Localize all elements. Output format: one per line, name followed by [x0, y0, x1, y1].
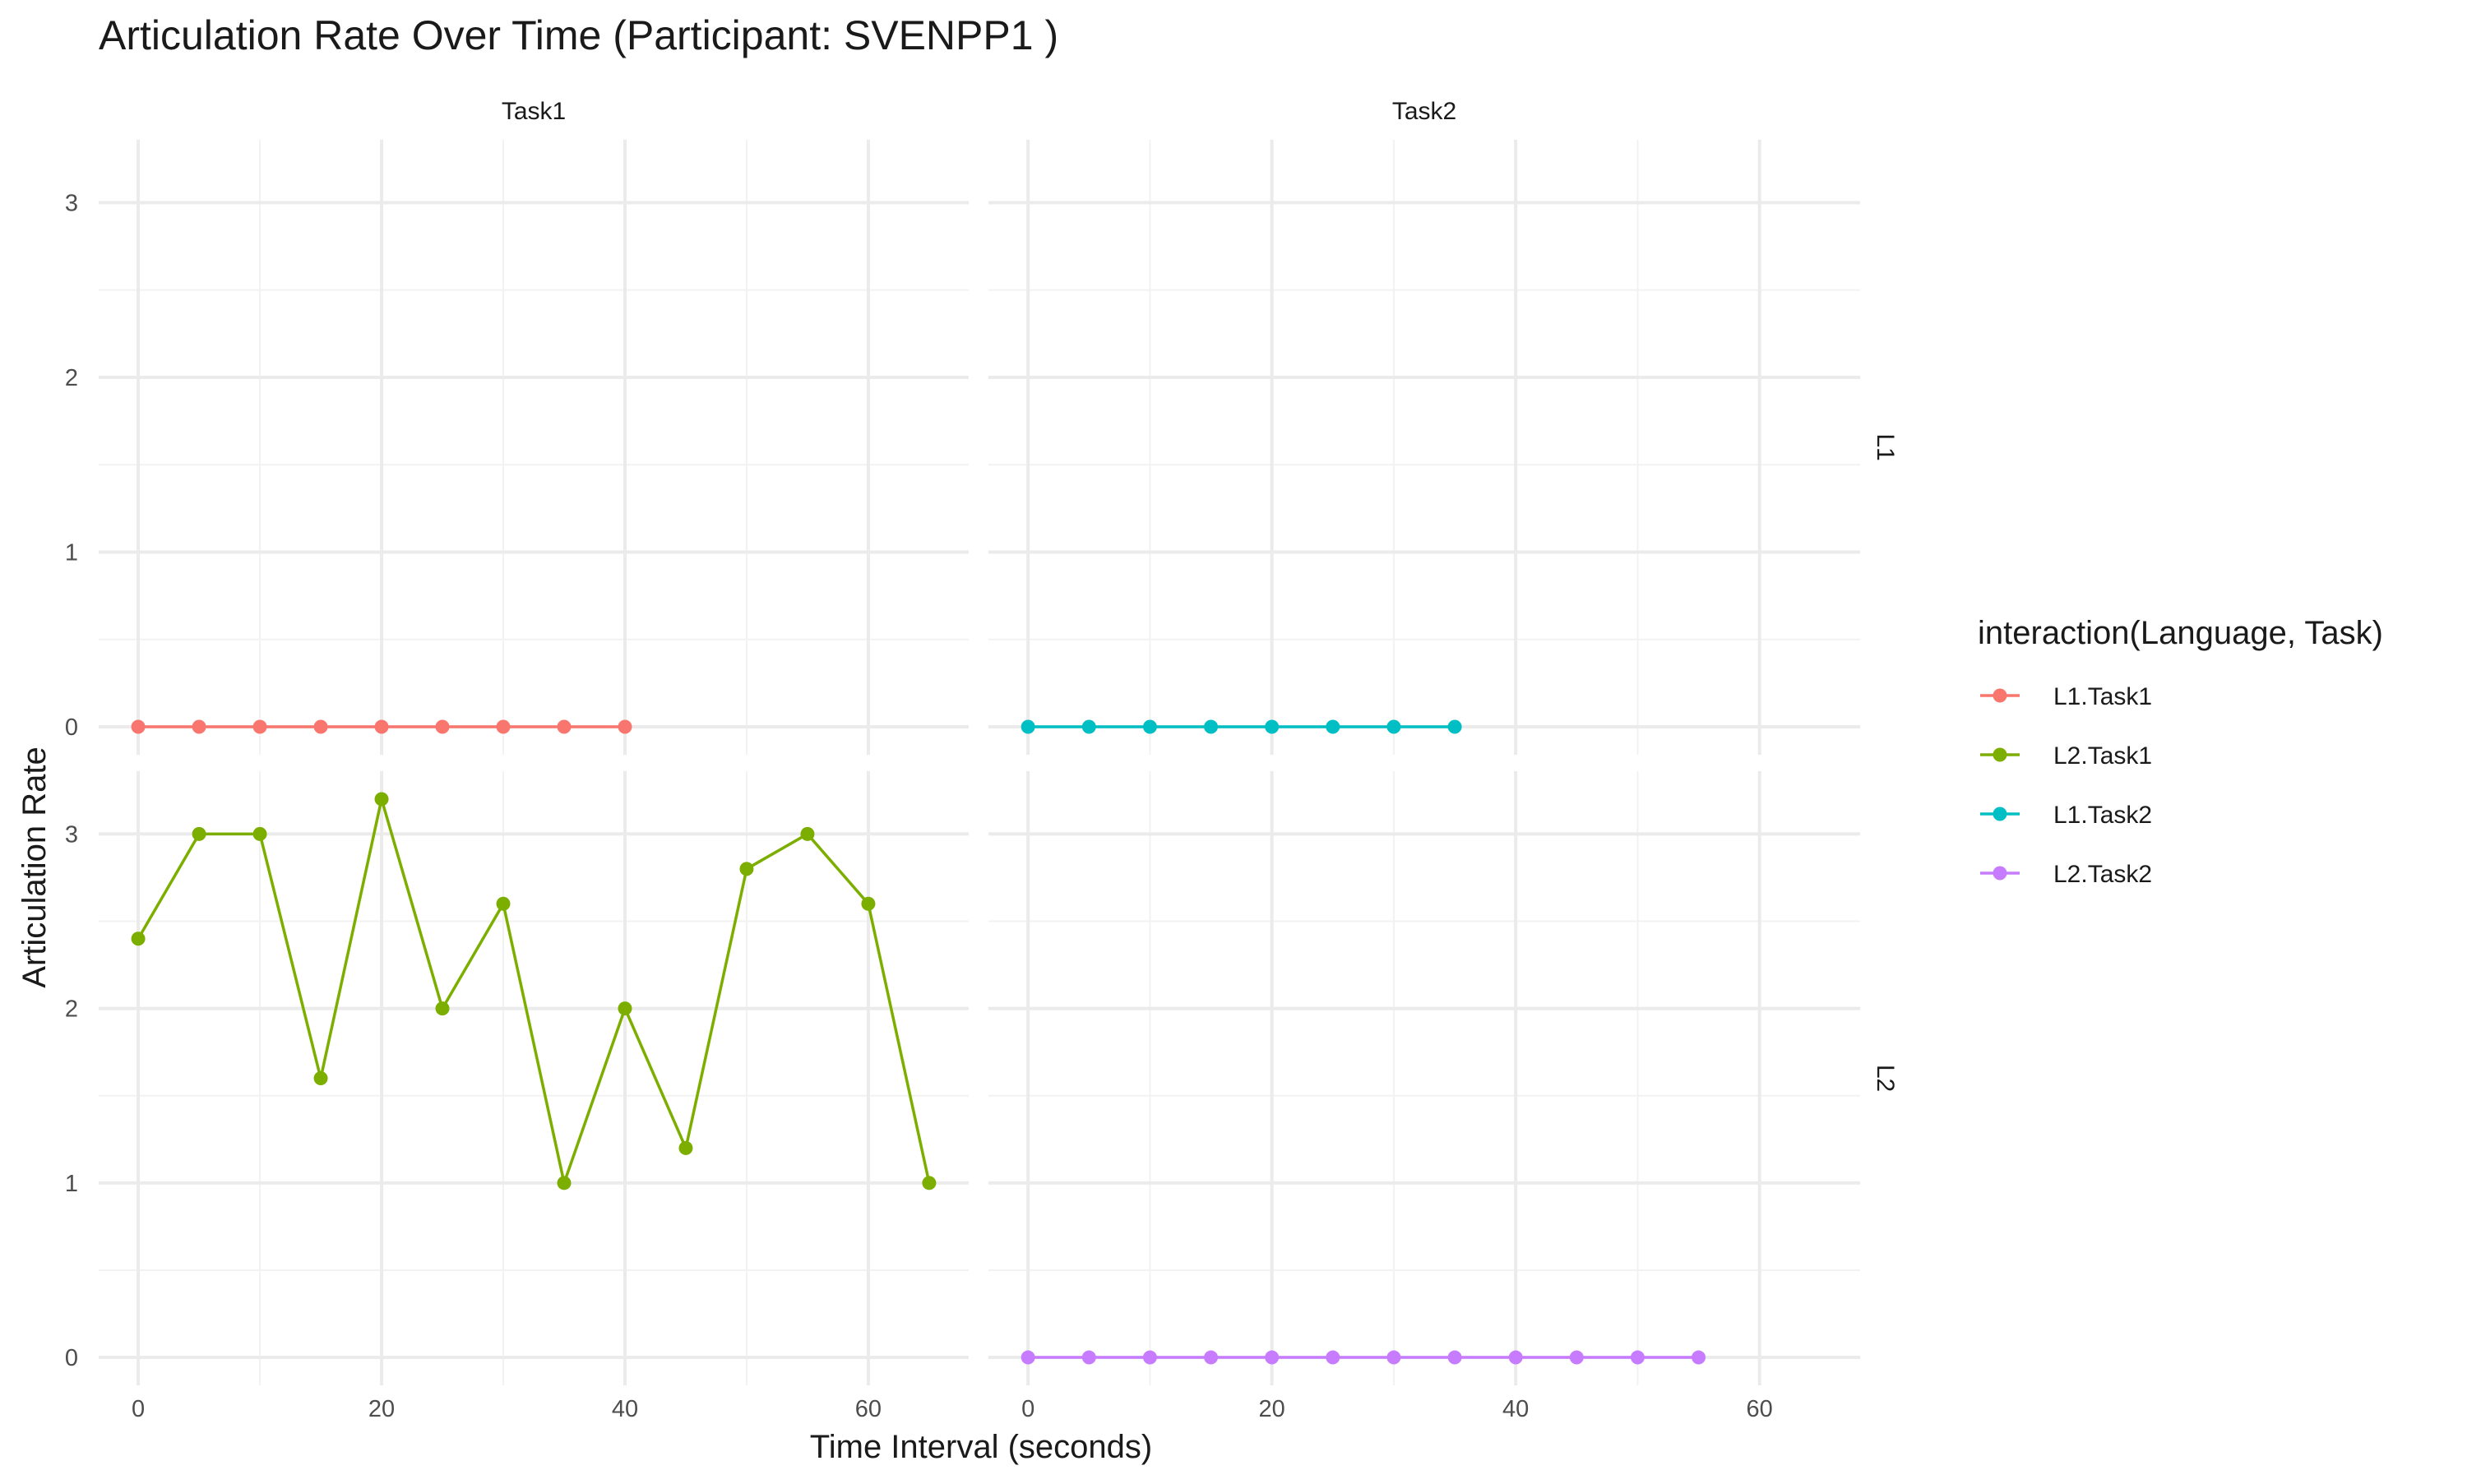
y-tick-label: 2: [65, 365, 78, 391]
facet-panels: Task1 Task2 L1 L2 0 1 2 3 0 1 2 3 0 20 40 60 0 20 40 60: [65, 98, 1899, 1422]
data-point-L2.Task1: [192, 826, 206, 841]
x-tick-label: 20: [1259, 1396, 1285, 1422]
x-tick-label: 60: [855, 1396, 882, 1422]
data-point-L2.Task2: [1569, 1350, 1584, 1365]
data-point-L2.Task1: [496, 896, 511, 911]
data-point-L1.Task1: [374, 719, 389, 734]
data-point-L2.Task2: [1447, 1350, 1462, 1365]
facet-column-label: Task1: [502, 98, 566, 125]
data-point-L1.Task1: [618, 719, 632, 734]
data-point-L2.Task2: [1265, 1350, 1280, 1365]
y-tick-label: 2: [65, 996, 78, 1023]
legend: interaction(Language, Task) L1.Task1 L2.T…: [1978, 615, 2383, 888]
y-tick-label: 0: [65, 1345, 78, 1371]
data-point-L2.Task2: [1326, 1350, 1340, 1365]
y-tick-label: 3: [65, 191, 78, 217]
data-point-L1.Task2: [1386, 719, 1401, 734]
data-point-L1.Task1: [131, 719, 146, 734]
x-tick-label: 60: [1747, 1396, 1773, 1422]
y-tick-label: 1: [65, 1171, 78, 1197]
y-tick-label: 0: [65, 714, 78, 741]
legend-key-point: [1993, 807, 2007, 821]
x-tick-label: 0: [132, 1396, 145, 1422]
data-point-L2.Task1: [374, 792, 389, 807]
data-point-L1.Task2: [1081, 719, 1096, 734]
x-tick-label: 0: [1021, 1396, 1034, 1422]
chart-title: Articulation Rate Over Time (Participant…: [99, 12, 1058, 58]
data-point-L2.Task1: [922, 1176, 937, 1190]
data-point-L2.Task1: [435, 1001, 450, 1016]
data-point-L1.Task2: [1326, 719, 1340, 734]
data-point-L1.Task1: [435, 719, 450, 734]
data-point-L1.Task1: [192, 719, 206, 734]
data-point-L2.Task2: [1386, 1350, 1401, 1365]
data-point-L2.Task1: [800, 826, 815, 841]
data-point-L2.Task2: [1692, 1350, 1706, 1365]
facet-row-label: L1: [1872, 433, 1899, 460]
y-tick-label: 3: [65, 821, 78, 848]
data-point-L1.Task1: [496, 719, 511, 734]
data-point-L1.Task1: [557, 719, 572, 734]
data-point-L1.Task2: [1142, 719, 1157, 734]
data-point-L2.Task1: [861, 896, 876, 911]
legend-key-point: [1993, 747, 2007, 762]
data-point-L2.Task1: [557, 1176, 572, 1190]
data-point-L2.Task2: [1081, 1350, 1096, 1365]
facet-row-label: L2: [1872, 1065, 1899, 1092]
data-point-L2.Task1: [131, 932, 146, 946]
legend-key-point: [1993, 688, 2007, 703]
data-point-L2.Task2: [1204, 1350, 1219, 1365]
data-point-L2.Task2: [1508, 1350, 1523, 1365]
data-point-L2.Task1: [618, 1001, 632, 1016]
data-point-L2.Task1: [313, 1071, 328, 1085]
data-point-L2.Task2: [1142, 1350, 1157, 1365]
x-tick-label: 40: [1502, 1396, 1529, 1422]
data-point-L2.Task1: [739, 862, 754, 876]
x-tick-label: 40: [612, 1396, 638, 1422]
data-point-L2.Task2: [1021, 1350, 1035, 1365]
series-line-L2.Task1: [137, 797, 931, 1185]
x-axis-title: Time Interval (seconds): [810, 1429, 1152, 1465]
x-tick-label: 20: [368, 1396, 395, 1422]
data-point-L1.Task2: [1265, 719, 1280, 734]
legend-label: L2.Task1: [2053, 742, 2152, 770]
data-point-L1.Task1: [252, 719, 267, 734]
facet-column-label: Task2: [1392, 98, 1456, 125]
legend-label: L1.Task1: [2053, 683, 2152, 710]
data-point-L1.Task1: [313, 719, 328, 734]
data-point-L1.Task2: [1021, 719, 1035, 734]
data-point-L2.Task2: [1630, 1350, 1645, 1365]
y-axis-title: Articulation Rate: [16, 747, 53, 987]
legend-label: L1.Task2: [2053, 802, 2152, 829]
legend-title: interaction(Language, Task): [1978, 615, 2383, 651]
legend-key-point: [1993, 866, 2007, 881]
y-tick-label: 1: [65, 540, 78, 566]
data-point-L1.Task2: [1204, 719, 1219, 734]
legend-label: L2.Task2: [2053, 861, 2152, 888]
data-point-L1.Task2: [1447, 719, 1462, 734]
data-point-L2.Task1: [678, 1140, 693, 1155]
data-point-L2.Task1: [252, 826, 267, 841]
